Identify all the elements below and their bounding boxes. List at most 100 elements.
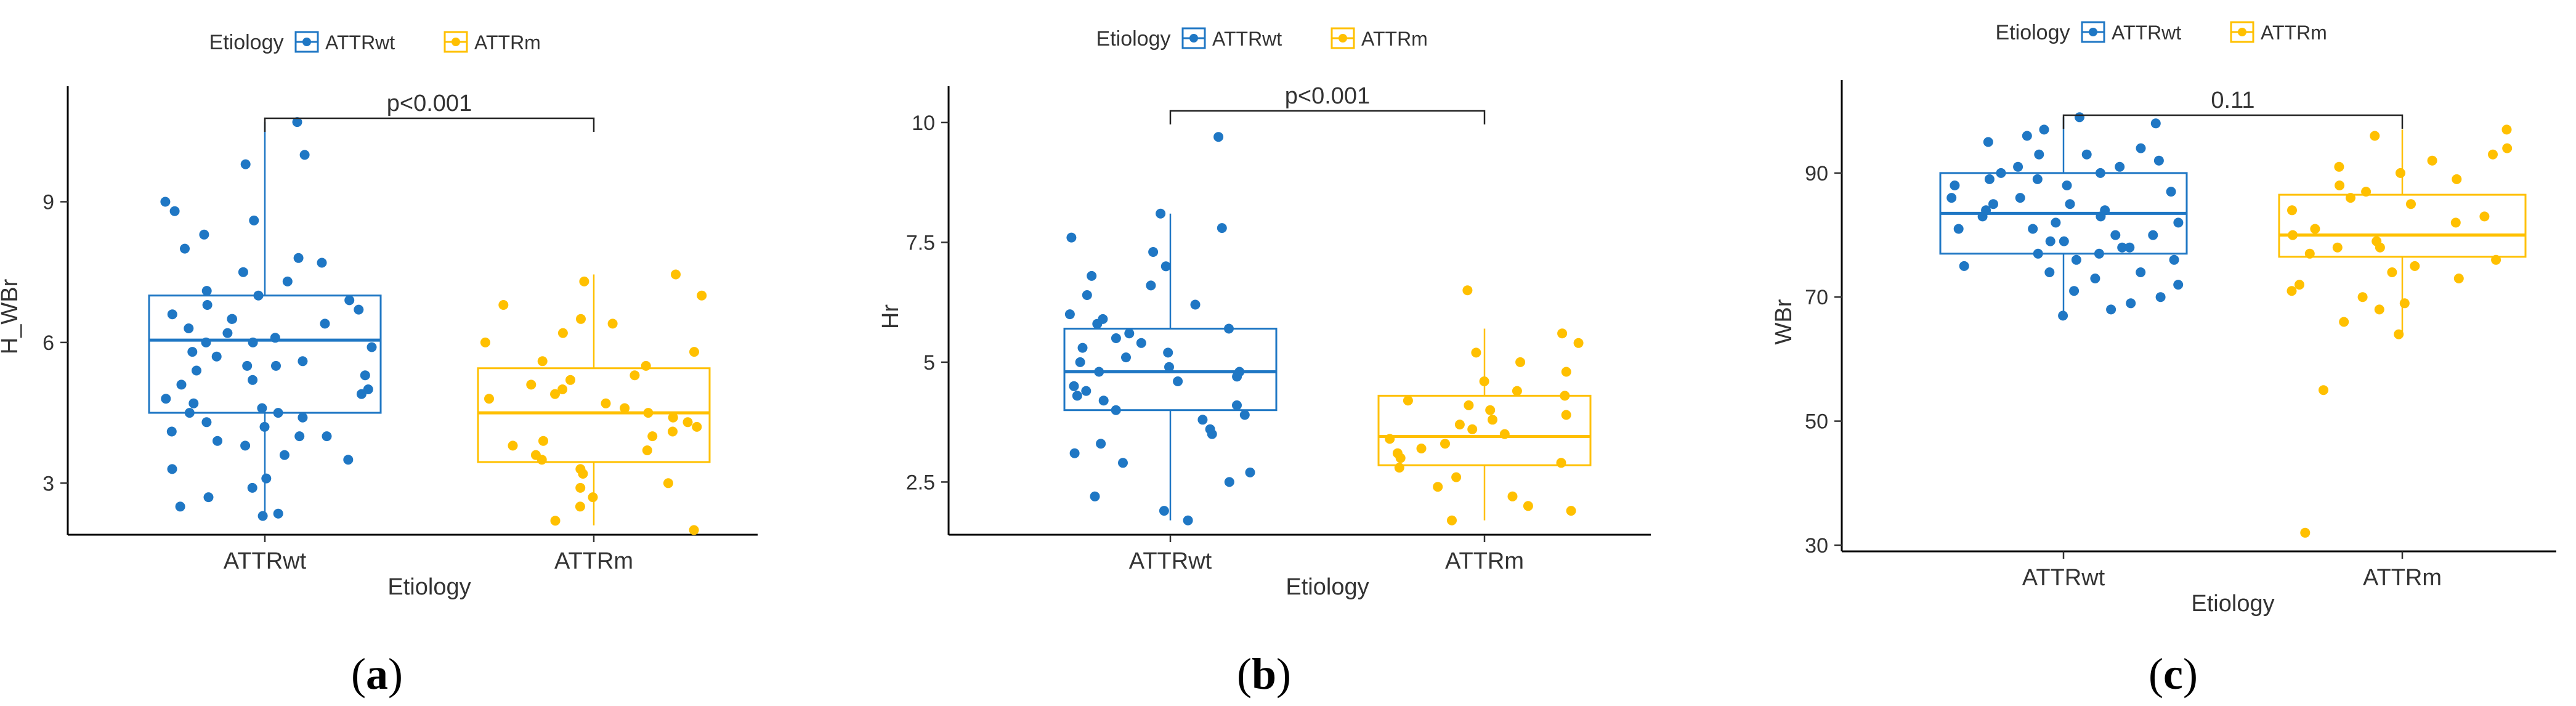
significance-label: p<0.001 xyxy=(387,91,472,116)
data-point xyxy=(2155,292,2166,302)
significance-bracket: p<0.001 xyxy=(264,91,595,132)
data-point xyxy=(2452,174,2462,184)
data-point xyxy=(1111,333,1121,343)
data-point xyxy=(257,511,268,521)
data-point xyxy=(1124,328,1135,339)
data-point xyxy=(1160,261,1171,272)
data-point xyxy=(271,360,281,371)
data-point xyxy=(1385,434,1395,444)
data-point xyxy=(2332,242,2343,253)
data-point xyxy=(1488,415,1497,425)
data-point xyxy=(2100,205,2110,216)
data-point xyxy=(1981,205,1991,216)
data-point xyxy=(630,370,640,381)
data-point xyxy=(1573,338,1584,348)
data-point xyxy=(2106,304,2116,315)
data-point xyxy=(1479,376,1489,386)
data-point xyxy=(192,365,201,376)
box-iqr xyxy=(477,367,711,463)
data-point xyxy=(2488,149,2498,160)
data-point xyxy=(1069,448,1080,458)
data-point xyxy=(607,319,618,329)
data-point xyxy=(161,394,171,404)
data-point xyxy=(1988,199,1998,209)
x-tick-label: ATTRm xyxy=(554,548,633,574)
data-point xyxy=(1164,362,1174,372)
panel-caption: (b) xyxy=(1237,649,1291,699)
legend-swatch-attrm xyxy=(444,31,468,53)
legend-label-attrm: ATTRm xyxy=(474,31,541,54)
box-attrm xyxy=(2278,124,2527,538)
data-point xyxy=(1983,137,1993,147)
x-tick-label: ATTRm xyxy=(2363,565,2442,591)
data-point xyxy=(575,501,585,512)
data-point xyxy=(1561,367,1571,377)
data-point xyxy=(199,229,209,240)
data-point xyxy=(1183,515,1193,525)
data-point xyxy=(169,206,180,216)
data-point xyxy=(184,408,195,418)
data-point xyxy=(2346,193,2355,203)
data-point xyxy=(249,215,259,225)
data-point xyxy=(2033,248,2043,259)
legend: Etiology ATTRwt ATTRm xyxy=(1996,21,2327,44)
legend-swatch-attrwt xyxy=(294,31,319,53)
data-point xyxy=(557,328,568,338)
data-point xyxy=(273,408,283,418)
data-point xyxy=(1239,410,1250,420)
y-axis-title: Hr xyxy=(878,304,904,329)
data-point xyxy=(203,492,214,503)
x-axis-title: Etiology xyxy=(2191,591,2274,617)
data-point xyxy=(167,309,177,320)
data-point xyxy=(484,394,494,404)
x-tick-label: ATTRwt xyxy=(224,548,307,574)
data-point xyxy=(1462,285,1473,296)
data-point xyxy=(1082,290,1092,300)
data-point xyxy=(1245,467,1255,477)
legend-label-attrm: ATTRm xyxy=(1361,28,1428,50)
data-point xyxy=(213,436,222,446)
data-point xyxy=(238,267,248,277)
data-point xyxy=(1205,424,1215,434)
box-attrwt xyxy=(1063,132,1278,525)
data-point xyxy=(1072,391,1082,401)
data-point xyxy=(160,197,171,207)
data-point xyxy=(2295,280,2304,290)
data-point xyxy=(689,525,699,535)
data-point xyxy=(298,412,308,423)
data-point xyxy=(344,295,355,306)
data-point xyxy=(1557,328,1568,339)
data-point xyxy=(1512,386,1522,396)
data-point xyxy=(1197,415,1208,425)
data-point xyxy=(538,436,548,446)
x-axis-title: Etiology xyxy=(387,574,471,600)
data-point xyxy=(2150,118,2161,129)
box-iqr xyxy=(1377,394,1592,466)
data-point xyxy=(2062,181,2072,190)
y-tick-label: 2.5 xyxy=(906,471,935,494)
panel-caption: (c) xyxy=(2149,649,2198,699)
data-point xyxy=(2396,168,2405,178)
data-point xyxy=(1392,448,1403,458)
x-tick-label: ATTRwt xyxy=(2022,565,2105,591)
data-point xyxy=(2022,131,2032,141)
data-point xyxy=(1471,347,1481,358)
y-tick-label: 50 xyxy=(1805,410,1828,434)
legend-swatch-attrm xyxy=(2230,21,2254,43)
data-point xyxy=(641,360,651,371)
significance-bracket: p<0.001 xyxy=(1169,83,1486,124)
data-point xyxy=(2361,187,2371,197)
data-point xyxy=(2287,205,2297,216)
data-point xyxy=(180,243,190,254)
data-point xyxy=(167,464,177,474)
y-axis-title: WBr xyxy=(1771,299,1797,344)
significance-label: p<0.001 xyxy=(1285,83,1370,109)
y-tick-label: 7.5 xyxy=(906,231,935,254)
data-point xyxy=(201,337,211,347)
panel-caption: (a) xyxy=(351,649,403,699)
data-point xyxy=(343,455,354,465)
data-point xyxy=(1087,270,1097,281)
box-attrwt xyxy=(148,117,382,521)
data-point xyxy=(2032,174,2043,184)
